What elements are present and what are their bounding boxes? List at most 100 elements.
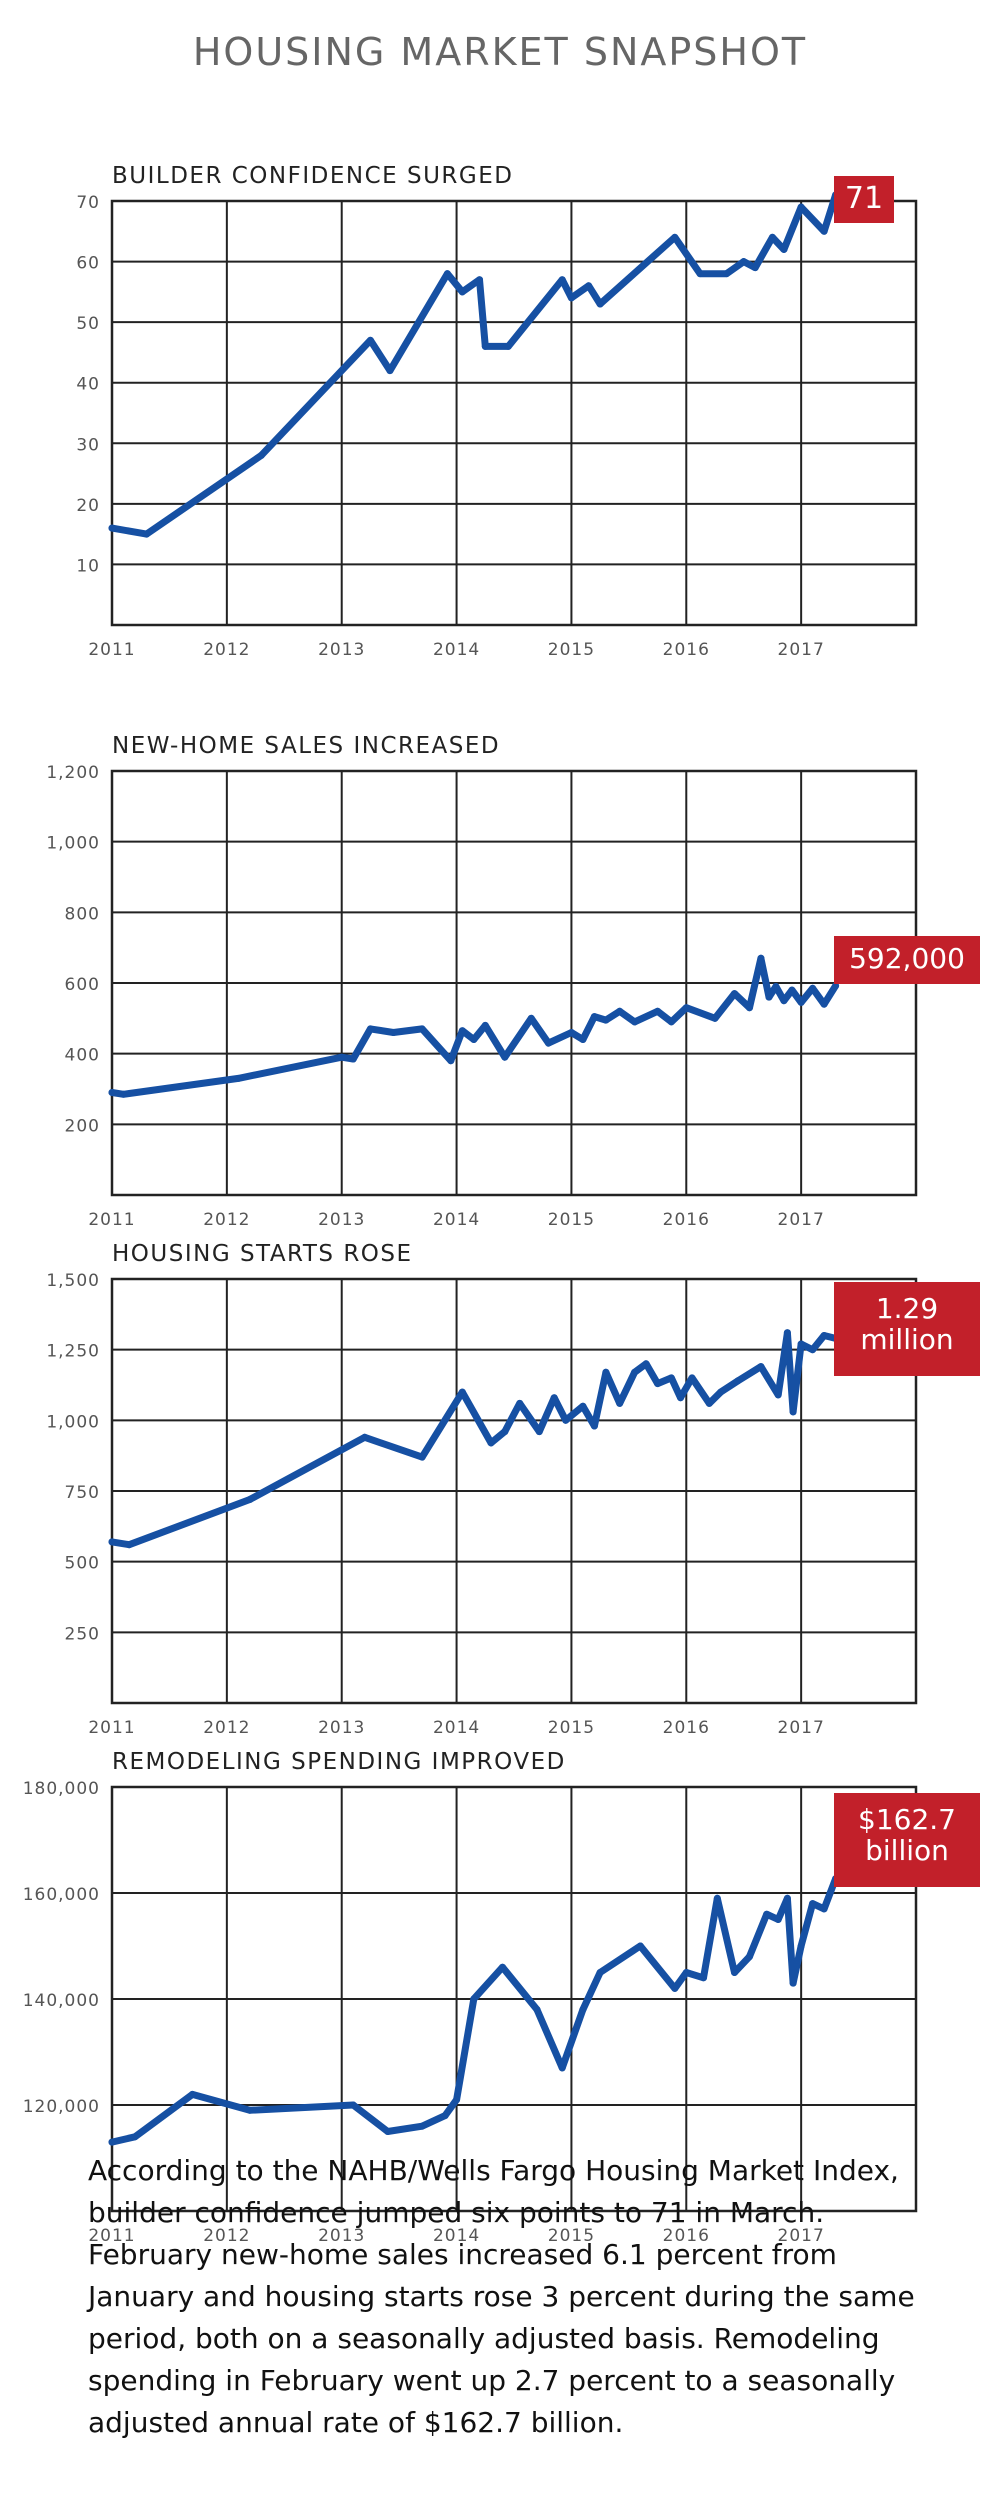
data-point	[579, 2006, 587, 2014]
y-tick-label: 1,500	[46, 1271, 100, 1291]
data-point	[768, 233, 776, 241]
data-point	[820, 227, 828, 235]
data-point	[717, 1388, 725, 1396]
data-point	[349, 2101, 357, 2109]
data-point	[765, 993, 773, 1001]
data-point	[677, 1394, 685, 1402]
y-tick-label: 70	[76, 193, 100, 213]
data-point	[688, 1374, 696, 1382]
data-point	[447, 1057, 455, 1065]
data-point	[654, 1380, 662, 1388]
x-tick-label: 2013	[318, 2226, 365, 2246]
data-point	[780, 997, 788, 1005]
data-point	[700, 1974, 708, 1982]
data-point	[797, 1942, 805, 1950]
data-point	[257, 451, 265, 459]
data-point	[820, 1905, 828, 1913]
y-tick-label: 250	[65, 1624, 100, 1644]
data-point	[476, 276, 484, 284]
data-point	[711, 1014, 719, 1022]
data-point	[443, 270, 451, 278]
data-point	[441, 2112, 449, 2120]
data-point	[562, 1416, 570, 1424]
data-point	[338, 1053, 346, 1061]
x-tick-label: 2016	[663, 640, 710, 660]
data-point	[481, 342, 489, 350]
data-point	[246, 1495, 254, 1503]
y-tick-label: 140,000	[23, 1991, 100, 2011]
data-point	[590, 1013, 598, 1021]
callout-badge: 1.29 million	[834, 1282, 980, 1376]
data-point	[789, 1408, 797, 1416]
data-point	[108, 1538, 116, 1546]
data-point	[797, 998, 805, 1006]
data-point	[731, 1969, 739, 1976]
data-point	[596, 1969, 604, 1976]
chart-svg: 250 500 750 1,000 1,250 1,500 2011 2012 2013 2014…	[46, 1271, 918, 1738]
data-point	[696, 270, 704, 278]
chart-svg: 200 400 600 800 1,000 1,200 2011 2012 2013 2014 20…	[46, 763, 918, 1230]
data-point	[797, 1340, 805, 1348]
data-point	[108, 1089, 116, 1097]
data-point	[418, 2122, 426, 2130]
x-tick-label: 2011	[88, 2226, 135, 2246]
y-tick-label: 160,000	[23, 1885, 100, 1905]
data-point	[797, 203, 805, 211]
chart-new-home-sales: NEW-HOME SALES INCREASED 200 400 600 800 1,0…	[0, 733, 1000, 1230]
data-point	[366, 1025, 374, 1033]
data-point	[567, 1028, 575, 1036]
callout-line: $162.7	[858, 1803, 956, 1836]
x-tick-label: 2016	[663, 1210, 710, 1230]
summary-paragraph: According to the NAHB/Wells Fargo Housin…	[88, 2154, 915, 2439]
data-point	[740, 258, 748, 266]
chart-svg: 10 20 30 40 50 60 70 2011 2012 2013 2014 2015 2016 20…	[76, 191, 918, 660]
data-point	[487, 1439, 495, 1447]
chart-svg: 120,000 140,000 160,000 180,000 2011 2012 2013…	[23, 1779, 918, 2246]
data-point	[499, 1963, 507, 1971]
data-point	[774, 1916, 782, 1923]
callout-badge: $162.7 billion	[834, 1793, 980, 1887]
x-tick-label: 2012	[203, 1210, 250, 1230]
data-point	[832, 982, 840, 990]
x-tick-label: 2017	[778, 2226, 825, 2246]
y-tick-label: 800	[65, 904, 100, 924]
data-point	[751, 264, 759, 272]
data-point	[544, 1039, 552, 1047]
data-point	[579, 1402, 587, 1410]
plot-frame	[110, 1277, 918, 1705]
y-tick-label: 400	[65, 1046, 100, 1066]
x-tick-label: 2017	[778, 1210, 825, 1230]
y-tick-label: 1,000	[46, 834, 100, 854]
chart-title: NEW-HOME SALES INCREASED	[112, 733, 501, 759]
data-point	[125, 1541, 133, 1549]
data-point	[234, 1074, 242, 1082]
data-point	[667, 1018, 675, 1026]
data-point	[667, 1374, 675, 1382]
data-point	[558, 276, 566, 284]
y-tick-label: 10	[76, 556, 100, 576]
callout-line: 1.29	[875, 1292, 939, 1325]
data-point	[616, 1007, 624, 1015]
data-point	[671, 233, 679, 241]
data-point	[527, 1014, 535, 1022]
data-point	[780, 245, 788, 253]
callout-line: 71	[844, 181, 884, 216]
chart-housing-starts: HOUSING STARTS ROSE 250 500 750 1,000 1,250 1…	[0, 1241, 1000, 1738]
x-tick-label: 2015	[548, 2226, 595, 2246]
y-tick-label: 20	[76, 496, 100, 516]
data-point	[642, 1360, 650, 1368]
y-tick-label: 50	[76, 314, 100, 334]
y-tick-label: 30	[76, 435, 100, 455]
data-point	[636, 1942, 644, 1950]
data-point	[535, 1428, 543, 1436]
data-point	[418, 1025, 426, 1033]
x-tick-label: 2011	[88, 640, 135, 660]
y-tick-label: 1,200	[46, 763, 100, 783]
page-title: HOUSING MARKET SNAPSHOT	[192, 30, 808, 74]
data-point	[682, 1004, 690, 1012]
x-tick-label: 2016	[663, 1718, 710, 1738]
data-point	[734, 1377, 742, 1385]
data-point	[585, 282, 593, 290]
x-tick-label: 2011	[88, 1718, 135, 1738]
y-tick-label: 750	[65, 1483, 100, 1503]
